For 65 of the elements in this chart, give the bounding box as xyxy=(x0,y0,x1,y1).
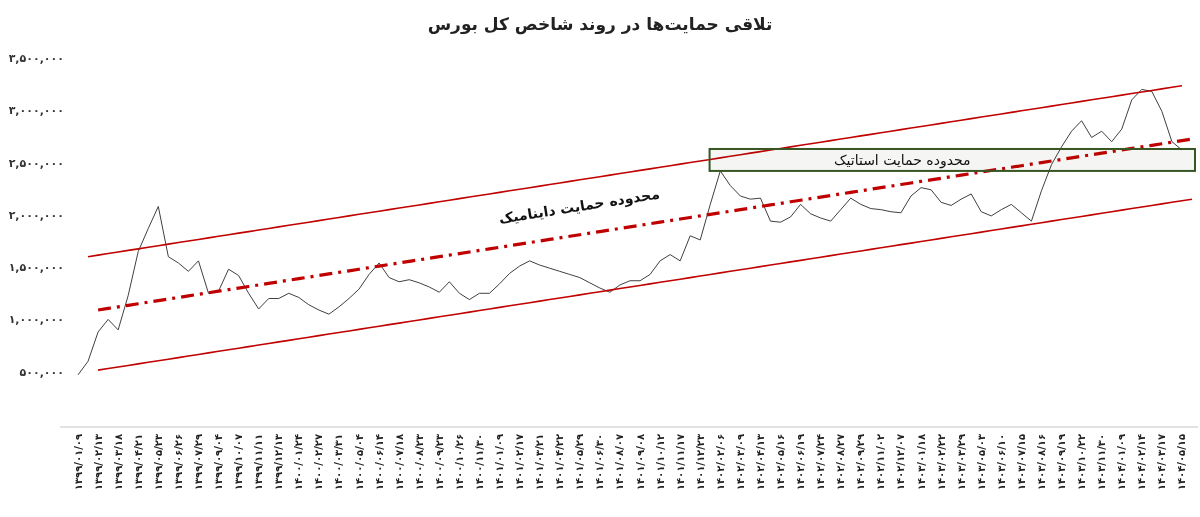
y-tick-label: ۳,۰۰۰,۰۰۰ xyxy=(8,104,64,118)
x-tick-label: ۱۳۹۹/۱۱/۱۱ xyxy=(253,434,265,491)
x-tick-label: ۱۴۰۱/۰۲/۱۷ xyxy=(514,434,526,491)
x-tick-label: ۱۴۰۰/۰۳/۳۱ xyxy=(333,434,345,491)
x-tick-label: ۱۴۰۰/۰۲/۲۷ xyxy=(313,434,325,491)
x-tick-label: ۱۴۰۳/۰۶/۱۰ xyxy=(995,434,1007,491)
x-tick-label: ۱۴۰۲/۰۲/۰۶ xyxy=(714,434,726,491)
x-tick-label: ۱۴۰۲/۰۹/۲۹ xyxy=(855,434,867,491)
x-tick-label: ۱۴۰۳/۰۳/۲۹ xyxy=(955,434,967,491)
y-tick-label: ۳,۵۰۰,۰۰۰ xyxy=(8,52,64,65)
x-tick-label: ۱۳۹۹/۱۲/۱۳ xyxy=(273,434,285,491)
x-tick-label: ۱۴۰۰/۰۸/۲۳ xyxy=(413,434,425,491)
x-tick-label: ۱۴۰۴/۰۵/۱۵ xyxy=(1176,434,1188,491)
x-tick-label: ۱۴۰۲/۰۳/۰۹ xyxy=(734,434,746,491)
x-tick-label: ۱۳۹۹/۰۶/۲۶ xyxy=(172,434,184,491)
x-tick-label: ۱۳۹۹/۰۳/۱۸ xyxy=(112,434,124,491)
x-tick-label: ۱۴۰۰/۱۱/۳۰ xyxy=(473,434,485,491)
x-tick-label: ۱۴۰۲/۰۸/۲۷ xyxy=(835,434,847,491)
y-tick-label: ۵۰۰,۰۰۰ xyxy=(19,365,64,379)
x-tick-label: ۱۴۰۲/۰۴/۱۳ xyxy=(754,434,766,491)
annotation: محدوده حمایت داینامیک xyxy=(497,185,661,227)
x-tick-label: ۱۳۹۹/۰۷/۲۹ xyxy=(192,434,204,491)
y-tick-label: ۱,۵۰۰,۰۰۰ xyxy=(8,261,64,275)
x-tick-label: ۱۳۹۹/۰۴/۲۱ xyxy=(132,434,144,491)
x-tick-label: ۱۴۰۳/۰۲/۲۲ xyxy=(935,434,947,491)
x-tick-label: ۱۴۰۰/۱۰/۲۶ xyxy=(453,434,465,491)
x-tick-label: ۱۴۰۳/۰۱/۱۸ xyxy=(915,434,927,491)
x-tick-label: ۱۴۰۲/۰۶/۱۹ xyxy=(795,434,807,491)
x-tick-label: ۱۴۰۲/۰۷/۲۴ xyxy=(815,434,827,491)
x-tick-label: ۱۴۰۰/۰۵/۰۴ xyxy=(353,434,365,491)
x-tick-label: ۱۴۰۱/۰۸/۰۷ xyxy=(614,434,626,491)
x-tick-label: ۱۴۰۰/۰۱/۲۴ xyxy=(293,434,305,491)
x-tick-label: ۱۴۰۴/۰۳/۱۷ xyxy=(1156,434,1168,491)
title: تلاقی حمایت‌ها در روند شاخص کل بورس xyxy=(427,14,773,34)
x-tick-label: ۱۴۰۱/۰۳/۲۱ xyxy=(534,434,546,491)
x-tick-label: ۱۳۹۹/۰۲/۱۳ xyxy=(92,434,104,491)
x-tick-label: ۱۴۰۰/۰۷/۱۸ xyxy=(393,434,405,491)
x-tick-label: ۱۴۰۳/۰۹/۱۹ xyxy=(1056,434,1068,491)
x-tick-label: ۱۴۰۴/۰۲/۱۴ xyxy=(1136,434,1148,491)
x-tick-label: ۱۴۰۱/۰۶/۳۰ xyxy=(594,434,606,491)
x-tick-label: ۱۴۰۱/۱۲/۲۳ xyxy=(694,434,706,491)
x-tick-label: ۱۴۰۰/۰۹/۲۳ xyxy=(433,434,445,491)
x-tick-label: ۱۴۰۳/۱۰/۲۲ xyxy=(1076,434,1088,491)
x-tick-label: ۱۴۰۳/۰۵/۰۳ xyxy=(975,434,987,491)
x-tick-label: ۱۴۰۱/۰۴/۲۲ xyxy=(554,434,566,491)
x-tick-label: ۱۴۰۱/۱۱/۱۷ xyxy=(674,434,686,491)
x-tick-label: ۱۴۰۳/۱۱/۳۰ xyxy=(1096,434,1108,491)
y-tick-label: ۱,۰۰۰,۰۰۰ xyxy=(8,313,64,327)
x-tick-label: ۱۴۰۱/۰۱/۰۹ xyxy=(494,434,506,491)
x-tick-label: ۱۴۰۴/۰۱/۰۹ xyxy=(1116,434,1128,491)
x-tick-label: ۱۴۰۱/۱۰/۱۲ xyxy=(654,434,666,491)
x-tick-label: ۱۴۰۳/۰۸/۱۶ xyxy=(1035,434,1047,491)
x-tick-label: ۱۴۰۳/۰۷/۱۵ xyxy=(1015,434,1027,491)
x-tick-label: ۱۴۰۲/۱۱/۰۲ xyxy=(875,434,887,491)
y-tick-label: ۲,۵۰۰,۰۰۰ xyxy=(8,156,64,170)
x-tick-label: ۱۴۰۱/۰۵/۲۹ xyxy=(574,434,586,491)
x-tick-label: ۱۴۰۰/۰۶/۱۴ xyxy=(373,434,385,491)
x-tick-label: ۱۴۰۱/۰۹/۰۸ xyxy=(634,434,646,491)
x-tick-label: ۱۳۹۹/۰۱/۰۹ xyxy=(72,434,84,491)
x-tick-label: ۱۳۹۹/۰۵/۲۳ xyxy=(152,434,164,491)
x-tick-label: ۱۴۰۲/۱۲/۰۷ xyxy=(895,434,907,491)
x-tick-label: ۱۳۹۹/۱۰/۰۷ xyxy=(233,434,245,491)
x-tick-label: ۱۳۹۹/۰۹/۰۴ xyxy=(213,434,225,491)
y-tick-label: ۲,۰۰۰,۰۰۰ xyxy=(8,208,64,222)
x-tick-label: ۱۴۰۲/۰۵/۱۶ xyxy=(775,434,787,491)
